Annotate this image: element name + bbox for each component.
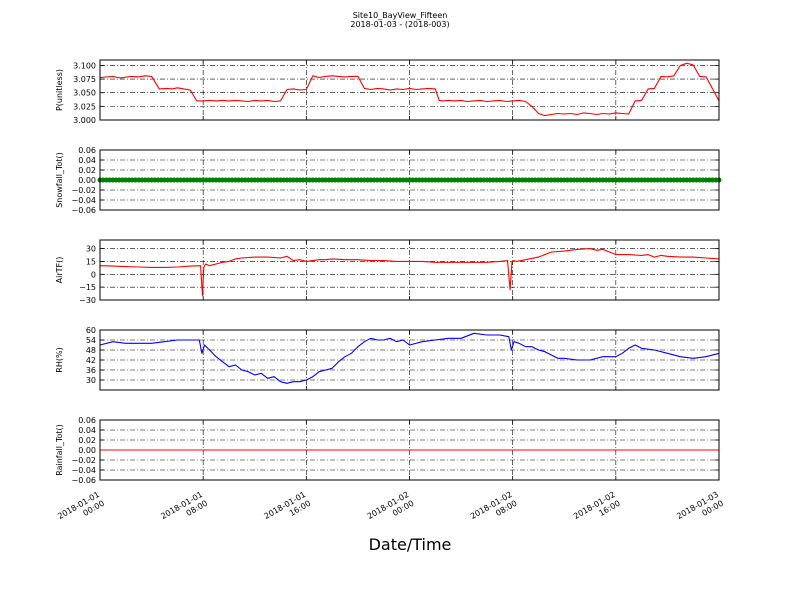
- y-tick-label: −0.06: [71, 206, 96, 215]
- x-tick-label: 2018-01-0108:00: [159, 490, 209, 530]
- y-tick-label: 0.06: [78, 416, 96, 425]
- y-tick-label: 60: [86, 326, 96, 335]
- y-tick-label: −0.06: [71, 476, 96, 485]
- y-tick-label: 3.025: [73, 102, 96, 111]
- y-tick-label: 3.050: [73, 89, 96, 98]
- y-tick-label: 3.000: [73, 116, 96, 125]
- y-tick-label: 15: [86, 257, 96, 266]
- panel-2: −0.06−0.04−0.020.000.020.040.06 Snowfall_…: [55, 146, 722, 215]
- y-tick-label: 48: [86, 346, 96, 355]
- plot-frame: [99, 419, 720, 481]
- plot-frame: [99, 59, 720, 121]
- x-tick-label: 2018-01-0200:00: [366, 490, 416, 530]
- y-tick-label: −0.02: [71, 186, 96, 195]
- y-tick-label: 54: [86, 336, 96, 345]
- x-tick-label: 2018-01-0208:00: [469, 490, 519, 530]
- y-axis-label: Rainfall_Tot(): [55, 424, 64, 476]
- series-line-1: [99, 248, 720, 297]
- y-tick-label: 0.04: [78, 426, 96, 435]
- y-tick-label: 36: [86, 366, 96, 375]
- chart-title: Site10_BayView_Fifteen: [352, 11, 448, 20]
- chart-subtitle: 2018-01-03 - (2018-003): [350, 20, 450, 29]
- y-axis-label: AirTF(): [55, 257, 64, 284]
- y-tick-label: 0.06: [78, 146, 96, 155]
- y-axis-label: P(unitless): [55, 69, 64, 111]
- y-tick-label: 0.02: [78, 166, 96, 175]
- panel-1: 3.000 3.025 3.050 3.075 3.100 P(unitless): [55, 59, 720, 125]
- y-tick-label: 0.04: [78, 156, 96, 165]
- series-line-1: [99, 62, 720, 117]
- y-tick-label: 42: [86, 356, 96, 365]
- panel-3: −30 −15 0 15 30 AirTF(): [55, 239, 720, 305]
- y-tick-label: −0.02: [71, 456, 96, 465]
- y-axis-label: Snowfall_Tot(): [55, 152, 64, 208]
- plot-frame: [99, 329, 720, 391]
- y-axis-label: RH(%): [55, 347, 64, 372]
- x-axis-label: Date/Time: [369, 535, 452, 554]
- y-tick-label: 0: [91, 270, 96, 279]
- y-tick-label: 0.00: [78, 446, 96, 455]
- y-tick-label: −15: [79, 283, 96, 292]
- x-tick-label: 2018-01-0216:00: [572, 490, 622, 530]
- y-tick-label: −0.04: [71, 466, 96, 475]
- y-tick-label: 3.075: [73, 75, 96, 84]
- x-tick-label: 2018-01-0300:00: [675, 490, 725, 530]
- y-tick-label: 0.02: [78, 436, 96, 445]
- y-tick-label: 0.00: [78, 176, 96, 185]
- x-tick-label: 2018-01-0100:00: [56, 490, 106, 530]
- y-tick-label: −0.04: [71, 196, 96, 205]
- series-line-1: [99, 332, 720, 384]
- panel-5: −0.06−0.04−0.020.000.020.040.06 Rainfall_…: [55, 416, 720, 485]
- y-tick-label: 3.100: [73, 61, 96, 70]
- plot-frame: [99, 239, 720, 301]
- y-tick-label: 30: [86, 376, 96, 385]
- y-tick-label: 30: [86, 245, 96, 254]
- y-tick-label: −30: [79, 296, 96, 305]
- x-tick-label: 2018-01-0116:00: [263, 490, 313, 530]
- plot-frame: [99, 149, 720, 211]
